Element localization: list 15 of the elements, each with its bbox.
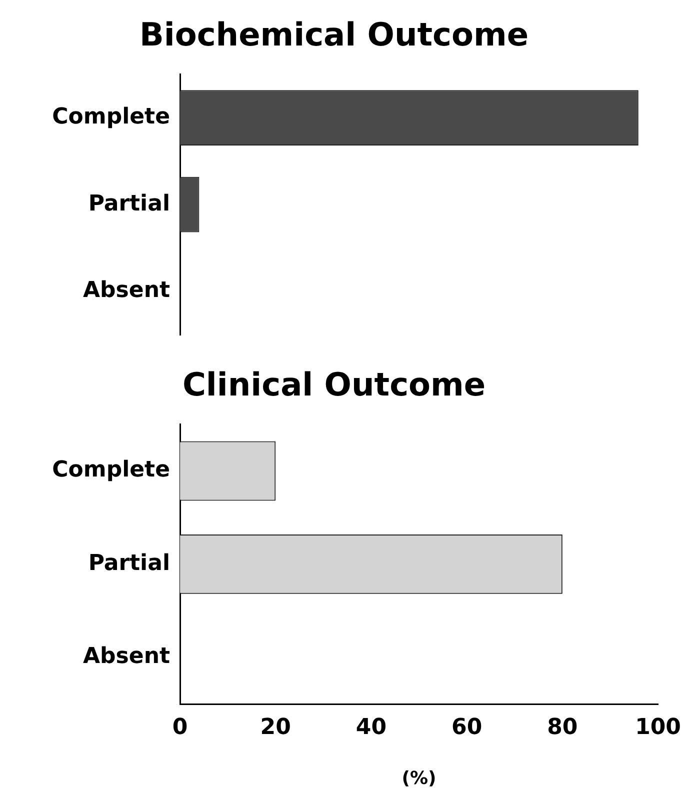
x-tick-label: 0	[172, 714, 188, 740]
chart-title: Clinical Outcome	[182, 366, 486, 404]
x-tick-label: 20	[260, 714, 291, 740]
x-tick-label: 100	[635, 714, 682, 740]
y-tick-label: Partial	[88, 550, 170, 576]
y-tick-label: Absent	[83, 278, 170, 304]
x-tick-label: 40	[356, 714, 387, 740]
y-tick-label: Partial	[88, 191, 170, 216]
y-tick-label: Complete	[52, 458, 170, 483]
x-tick-label: 80	[547, 714, 578, 740]
x-axis-title: (%)	[402, 768, 436, 789]
x-tick-label: 60	[452, 714, 482, 740]
y-tick-label: Absent	[83, 644, 170, 670]
chart-title: Biochemical Outcome	[139, 16, 529, 54]
y-tick-label: Complete	[52, 104, 170, 130]
